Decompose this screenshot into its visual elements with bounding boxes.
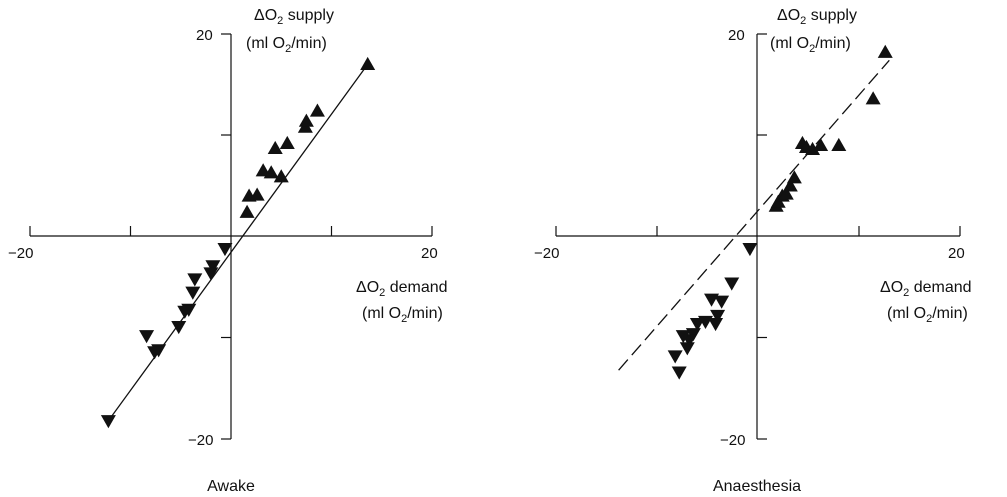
point-up-anaesthesia xyxy=(786,170,802,184)
point-down-anaesthesia xyxy=(667,350,683,364)
point-down-awake xyxy=(147,346,163,360)
point-down-anaesthesia xyxy=(714,295,730,309)
point-down-awake xyxy=(203,267,219,281)
point-up-anaesthesia xyxy=(778,186,794,200)
y-tick-label-max-awake: 20 xyxy=(196,27,213,44)
regression-line-anaesthesia xyxy=(618,59,890,371)
point-up-awake xyxy=(249,187,265,201)
point-down-anaesthesia xyxy=(708,317,724,332)
panel-label-anaesthesia: Anaesthesia xyxy=(713,478,801,495)
point-up-awake xyxy=(298,113,314,127)
point-up-awake xyxy=(360,56,376,70)
point-down-awake xyxy=(205,260,221,274)
point-up-anaesthesia xyxy=(831,137,847,151)
y-axis-label-line2-awake: (ml O2/min) xyxy=(246,35,327,55)
point-up-anaesthesia xyxy=(877,44,893,58)
panel-anaesthesia: −20 20 20 −20 ΔO2 supply (ml O2/min) ΔO2… xyxy=(534,7,972,495)
point-down-anaesthesia xyxy=(675,330,691,344)
y-axis-label-line2-anaesthesia: (ml O2/min) xyxy=(770,35,851,55)
point-down-awake xyxy=(177,305,193,319)
x-tick-label-max-anaesthesia: 20 xyxy=(948,245,965,262)
x-tick-label-min-awake: −20 xyxy=(8,245,33,262)
point-down-anaesthesia xyxy=(742,243,758,257)
marks-awake xyxy=(100,56,376,429)
panel-awake: −20 20 20 −20 ΔO2 supply (ml O2/min) ΔO2… xyxy=(8,7,448,495)
x-axis-label-line2-awake: (ml O2/min) xyxy=(362,305,443,325)
point-down-awake xyxy=(217,243,233,257)
panel-label-awake: Awake xyxy=(207,478,255,495)
regression-line-awake xyxy=(107,63,369,422)
point-down-anaesthesia xyxy=(689,317,705,332)
point-up-awake xyxy=(239,204,255,218)
x-tick-label-min-anaesthesia: −20 xyxy=(534,245,559,262)
point-up-awake xyxy=(309,103,325,117)
point-up-awake xyxy=(273,169,289,183)
x-axis-label-line1-anaesthesia: ΔO2 demand xyxy=(880,279,972,299)
y-tick-label-min-anaesthesia: −20 xyxy=(720,432,745,449)
point-up-anaesthesia xyxy=(805,141,821,156)
point-up-anaesthesia xyxy=(865,91,881,105)
x-axis-label-line2-anaesthesia: (ml O2/min) xyxy=(887,305,968,325)
point-down-awake xyxy=(171,320,187,335)
point-down-awake xyxy=(139,330,155,344)
point-up-awake xyxy=(279,135,295,149)
y-axis-label-line1-awake: ΔO2 supply xyxy=(254,7,334,27)
point-down-anaesthesia xyxy=(710,309,726,323)
y-axis-label-line1-anaesthesia: ΔO2 supply xyxy=(777,7,857,27)
x-tick-label-max-awake: 20 xyxy=(421,245,438,262)
point-up-anaesthesia xyxy=(782,178,798,192)
point-up-awake xyxy=(267,140,283,155)
y-tick-label-min-awake: −20 xyxy=(188,432,213,449)
point-down-anaesthesia xyxy=(704,293,720,307)
point-down-awake xyxy=(187,273,203,287)
point-up-anaesthesia xyxy=(813,137,829,151)
y-tick-label-max-anaesthesia: 20 xyxy=(728,27,745,44)
point-down-anaesthesia xyxy=(679,342,695,356)
point-down-awake xyxy=(100,415,116,429)
point-up-awake xyxy=(263,165,279,179)
point-down-anaesthesia xyxy=(671,366,687,380)
point-down-awake xyxy=(185,286,201,300)
x-axis-label-line1-awake: ΔO2 demand xyxy=(356,279,448,299)
point-down-anaesthesia xyxy=(724,277,740,291)
marks-anaesthesia xyxy=(618,44,893,380)
